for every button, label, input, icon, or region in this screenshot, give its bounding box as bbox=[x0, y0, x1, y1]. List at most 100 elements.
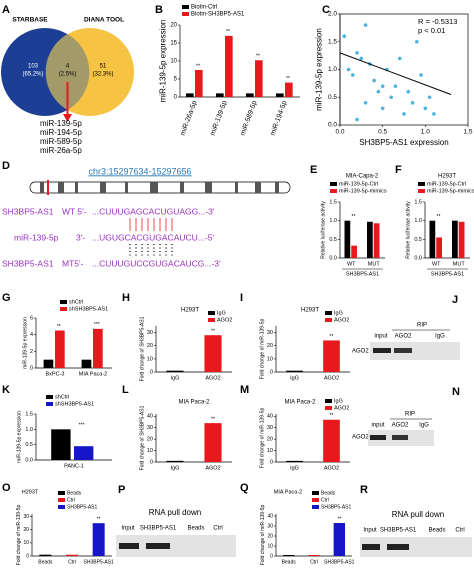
y-tick-label: 0.5 bbox=[329, 237, 337, 243]
x-tick-label: miR-139-5p bbox=[210, 100, 229, 137]
y-tick-label: 1.5 bbox=[329, 199, 337, 205]
panel-letter: L bbox=[122, 384, 129, 396]
y-tick-label: 0.0 bbox=[329, 255, 337, 261]
panel-letter: G bbox=[2, 292, 11, 304]
x-tick-label: SH3BP5-AS1 bbox=[84, 559, 115, 565]
point bbox=[419, 73, 423, 77]
significance: ** bbox=[437, 214, 441, 220]
x-tick-label: Beads bbox=[38, 559, 53, 565]
y-tick-label: 4 bbox=[30, 332, 33, 338]
y-axis-label: Fold change of SH3BP5-AS1 bbox=[139, 405, 145, 470]
legend-swatch bbox=[208, 311, 215, 315]
chart-title: H293T bbox=[181, 308, 199, 314]
panel-letter: N bbox=[452, 386, 460, 398]
y-axis-label: miR-139-5p expression bbox=[22, 317, 28, 369]
region-percent: (32.3%) bbox=[92, 72, 113, 78]
bar bbox=[286, 370, 303, 372]
bar bbox=[81, 359, 92, 368]
y-axis-label: miR-139-5p expression bbox=[315, 28, 324, 111]
mutant-dots bbox=[129, 244, 173, 257]
blot-band bbox=[119, 543, 139, 549]
y-tick-label: 20 bbox=[267, 533, 273, 539]
legend-label: SH3BP5-AS1 bbox=[321, 504, 352, 510]
x-tick-label: MUT bbox=[453, 261, 466, 267]
bar bbox=[276, 93, 284, 97]
chart-title: H293T bbox=[438, 174, 456, 180]
y-tick-label: 2 bbox=[30, 349, 33, 355]
point bbox=[363, 23, 368, 27]
legend-swatch bbox=[60, 300, 67, 304]
legend-swatch bbox=[418, 189, 425, 193]
point bbox=[355, 51, 359, 55]
legend-swatch bbox=[325, 399, 332, 403]
x-tick-label: miR-589-5p bbox=[240, 100, 259, 137]
x-tick-label: IgG bbox=[171, 375, 180, 381]
significance: ** bbox=[211, 329, 215, 335]
y-tick-label: 15 bbox=[170, 41, 177, 47]
y-tick-label: 1.0 bbox=[328, 66, 337, 73]
y-tick-label: 20 bbox=[147, 343, 153, 349]
bar bbox=[93, 328, 103, 368]
y-axis-label: Relative luciferase activity bbox=[405, 201, 411, 259]
chart-title: MIA-Capa-2 bbox=[346, 174, 379, 180]
legend-swatch bbox=[325, 311, 332, 315]
bar bbox=[225, 35, 233, 97]
legend-swatch bbox=[182, 12, 189, 16]
bar bbox=[186, 93, 194, 97]
y-tick-label: 20 bbox=[23, 527, 29, 533]
region-percent: (2.5%) bbox=[59, 72, 77, 78]
seq: ...CUUUGAGCACUGUAGG...-3' bbox=[92, 206, 215, 216]
significance: ** bbox=[286, 76, 290, 82]
y-tick-label: 0.0 bbox=[414, 255, 422, 261]
lane-label: input bbox=[374, 334, 387, 340]
significance: ** bbox=[352, 214, 356, 220]
y-tick-label: 0 bbox=[150, 459, 153, 465]
x-tick-label: AGO2 bbox=[324, 375, 339, 381]
blot-band bbox=[392, 435, 408, 440]
mirna: miR-194-5p bbox=[40, 128, 82, 137]
lane-label: IgG bbox=[435, 334, 445, 340]
bar bbox=[429, 220, 436, 258]
region-count: 4 bbox=[66, 64, 70, 70]
point bbox=[342, 34, 347, 38]
x-tick-label: IgG bbox=[290, 465, 299, 471]
bar bbox=[285, 82, 293, 97]
seq: ...CUUUGUCCGUGACAUCG...-3' bbox=[92, 258, 221, 268]
bar bbox=[308, 555, 320, 556]
x-tick-label: 0.5 bbox=[378, 129, 387, 136]
seq-name: miR-139-5p bbox=[14, 232, 59, 242]
legend-swatch bbox=[182, 5, 189, 9]
legend-label: miR-139-5p-mimics bbox=[339, 188, 387, 194]
legend-swatch bbox=[312, 505, 319, 509]
y-tick-label: 10 bbox=[267, 356, 273, 362]
point bbox=[423, 106, 428, 111]
x-tick-label: WT bbox=[432, 261, 441, 267]
legend-label: shSH3BP5-AS1 bbox=[69, 306, 108, 312]
x-tick-label: AGO2 bbox=[205, 375, 220, 381]
point bbox=[397, 56, 402, 61]
y-tick-label: 20 bbox=[170, 23, 177, 29]
x-tick-label: AGO2 bbox=[324, 465, 339, 471]
x-tick-label: Beads bbox=[282, 559, 297, 565]
point bbox=[410, 101, 415, 105]
bar bbox=[216, 93, 224, 97]
y-tick-label: 10 bbox=[147, 448, 153, 454]
y-tick-label: 0.0 bbox=[25, 457, 33, 463]
y-axis-label: miR-139-5p expression bbox=[159, 20, 168, 103]
blot-band bbox=[362, 544, 380, 550]
bar bbox=[43, 359, 54, 368]
seq-tag: WT 5'- bbox=[62, 206, 87, 216]
legend-label: shCtrl bbox=[55, 394, 69, 400]
x-tick-label: MUT bbox=[368, 261, 381, 267]
legend-swatch bbox=[46, 402, 53, 406]
bar bbox=[367, 221, 373, 258]
y-tick-label: 0 bbox=[150, 369, 153, 375]
bar bbox=[204, 335, 222, 372]
legend-swatch bbox=[60, 307, 67, 311]
y-tick-label: 10 bbox=[170, 59, 177, 65]
significance: ** bbox=[330, 334, 334, 340]
lane-label: Ctrl bbox=[213, 526, 222, 532]
y-tick-label: 0 bbox=[26, 553, 29, 559]
x-axis-label: SH3BP5-AS1 bbox=[346, 271, 379, 277]
